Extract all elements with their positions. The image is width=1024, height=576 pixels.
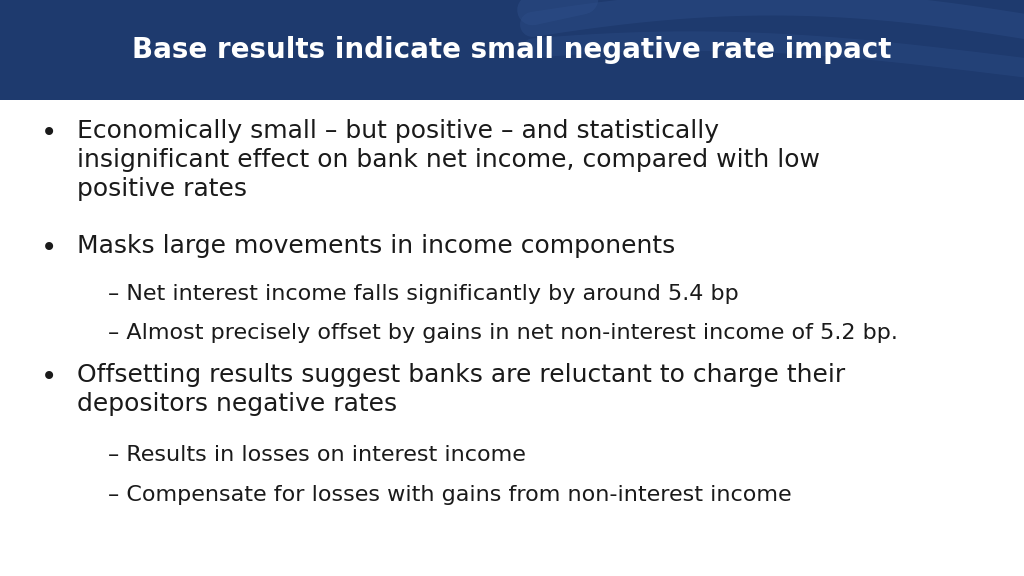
FancyBboxPatch shape [0,0,1024,100]
Text: – Almost precisely offset by gains in net non-interest income of 5.2 bp.: – Almost precisely offset by gains in ne… [108,323,897,343]
Text: – Net interest income falls significantly by around 5.4 bp: – Net interest income falls significantl… [108,284,738,304]
Text: – Results in losses on interest income: – Results in losses on interest income [108,445,525,465]
Text: •: • [41,119,57,147]
Text: •: • [41,234,57,262]
Text: Masks large movements in income components: Masks large movements in income componen… [77,234,675,258]
Text: Base results indicate small negative rate impact: Base results indicate small negative rat… [132,36,892,64]
Text: •: • [41,363,57,391]
Text: Offsetting results suggest banks are reluctant to charge their
depositors negati: Offsetting results suggest banks are rel… [77,363,845,416]
Text: – Compensate for losses with gains from non-interest income: – Compensate for losses with gains from … [108,484,792,505]
Text: Economically small – but positive – and statistically
insignificant effect on ba: Economically small – but positive – and … [77,119,820,201]
